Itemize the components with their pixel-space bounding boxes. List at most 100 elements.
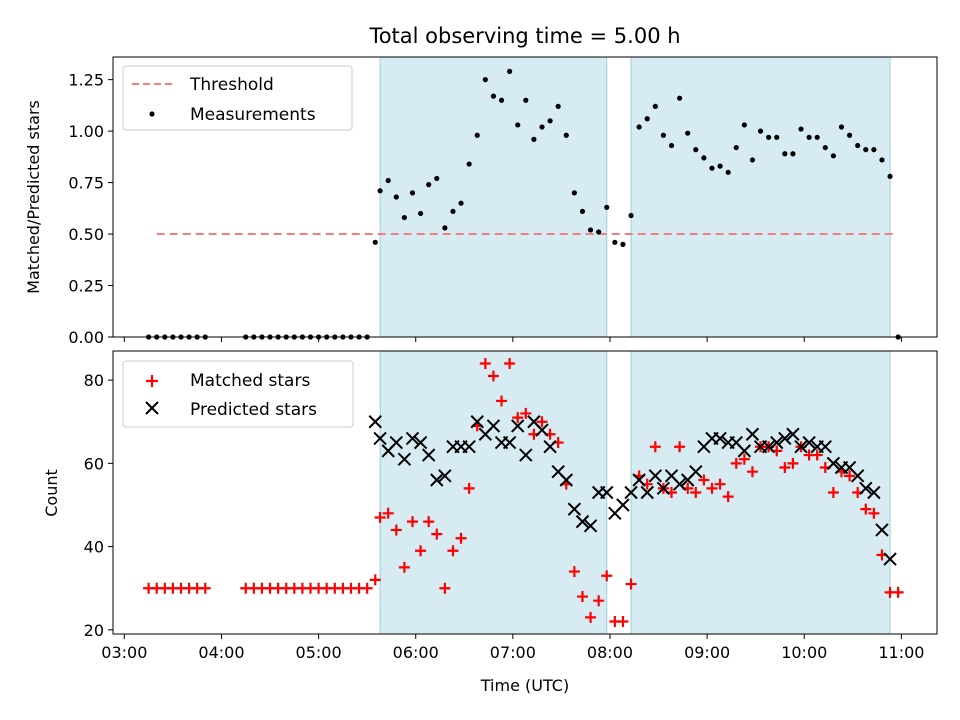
matched-star-point — [361, 582, 373, 594]
predicted-star-point — [413, 435, 428, 450]
predicted-star-point — [368, 415, 382, 429]
bottom-shaded-intervals — [379, 350, 891, 635]
matched-star-point — [479, 357, 491, 369]
predicted-star-point — [778, 431, 792, 446]
x-tick-label: 09:00 — [684, 643, 730, 662]
measurement-point — [822, 144, 828, 151]
predicted-star-point — [818, 440, 833, 454]
predicted-star-point — [867, 485, 881, 500]
measurement-point — [539, 124, 545, 130]
top-y-axis-label: Matched/Predicted stars — [24, 100, 43, 294]
measurement-point — [790, 151, 796, 157]
top-y-axis-ticks: 0.00 0.25 0.50 0.75 1.00 1.25 — [68, 71, 113, 347]
y-tick-label: 0.25 — [68, 277, 104, 296]
matched-star-point — [625, 578, 637, 590]
measurement-point — [612, 239, 618, 245]
y-tick-label: 60 — [84, 454, 104, 473]
matched-star-point — [431, 528, 443, 540]
matched-star-point — [496, 395, 508, 407]
predicted-star-point — [583, 519, 598, 533]
matched-star-point — [649, 441, 661, 453]
measurement-point — [863, 147, 869, 153]
matched-star-point — [568, 566, 580, 578]
y-tick-label: 1.25 — [68, 71, 104, 90]
predicted-star-point — [462, 440, 476, 454]
matched-star-point — [463, 482, 475, 494]
predicted-star-point — [786, 427, 800, 441]
measurement-point — [766, 134, 772, 140]
measurement-point — [814, 134, 820, 140]
shaded-interval-2 — [630, 56, 891, 338]
legend-measurements-label: Measurements — [190, 105, 316, 125]
measurement-point — [596, 229, 602, 235]
measurement-point — [798, 126, 804, 132]
measurement-point — [571, 190, 577, 196]
matched-stars-series — [143, 357, 904, 628]
measurement-point — [393, 194, 399, 200]
measurement-point — [757, 128, 764, 134]
predicted-star-point — [397, 452, 412, 466]
measurement-point — [887, 173, 893, 180]
measurement-point — [523, 97, 529, 103]
measurement-point — [620, 241, 626, 247]
measurement-point — [507, 68, 513, 75]
matched-star-point — [892, 586, 904, 598]
matched-star-point — [576, 591, 588, 603]
measurement-point — [636, 124, 642, 130]
predicted-star-point — [511, 419, 525, 433]
matched-star-point — [415, 545, 427, 557]
measurement-point — [774, 134, 780, 140]
predicted-star-point — [761, 440, 776, 454]
predicted-star-point — [535, 423, 549, 437]
predicted-star-point — [745, 427, 760, 441]
top-shaded-intervals — [379, 56, 891, 338]
measurement-point — [741, 122, 747, 128]
predicted-star-point — [883, 552, 897, 566]
predicted-star-point — [632, 473, 646, 487]
predicted-star-point — [656, 481, 671, 496]
measurement-point — [482, 77, 488, 83]
predicted-star-point — [430, 473, 444, 487]
top-plot-frame — [112, 56, 938, 338]
measurement-point — [782, 151, 788, 157]
measurement-point — [442, 225, 448, 231]
bottom-legend: Matched stars Predicted stars — [122, 360, 354, 428]
bottom-legend-box — [122, 360, 354, 428]
matched-star-point — [455, 532, 467, 544]
predicted-star-point — [802, 435, 816, 450]
matched-star-point — [439, 582, 451, 594]
measurement-point — [401, 214, 407, 221]
y-tick-label: 0.50 — [68, 225, 104, 244]
measurement-point — [660, 132, 667, 138]
matched-star-point — [406, 516, 418, 528]
measurement-point — [409, 190, 416, 196]
measurement-point — [515, 122, 521, 128]
matched-star-point — [827, 487, 839, 498]
matched-star-point — [593, 595, 605, 607]
matched-star-point — [811, 449, 823, 461]
y-tick-label: 0.00 — [68, 328, 104, 347]
bottom-x-axis-label: Time (UTC) — [480, 676, 569, 695]
top-chart-title: Total observing time = 5.00 h — [368, 24, 680, 48]
matched-star-point — [617, 616, 629, 628]
predicted-star-point — [567, 502, 582, 516]
matched-star-point — [868, 507, 880, 519]
legend-threshold-label: Threshold — [189, 75, 274, 95]
matched-star-point — [787, 457, 799, 469]
matched-star-point — [860, 503, 872, 515]
predicted-star-point — [737, 444, 752, 458]
measurement-point — [547, 118, 553, 124]
predicted-star-point — [575, 514, 590, 529]
matched-star-point — [690, 487, 702, 498]
y-tick-label: 0.75 — [68, 174, 104, 193]
predicted-star-point — [373, 431, 387, 446]
measurement-point — [668, 142, 675, 149]
measurement-point — [806, 134, 812, 140]
x-tick-label: 03:00 — [101, 643, 147, 662]
matched-star-point — [601, 570, 613, 582]
predicted-star-point — [624, 485, 638, 500]
predicted-star-point — [600, 485, 614, 500]
predicted-star-point — [470, 415, 484, 429]
measurement-point — [871, 147, 877, 153]
measurement-point — [838, 124, 845, 130]
